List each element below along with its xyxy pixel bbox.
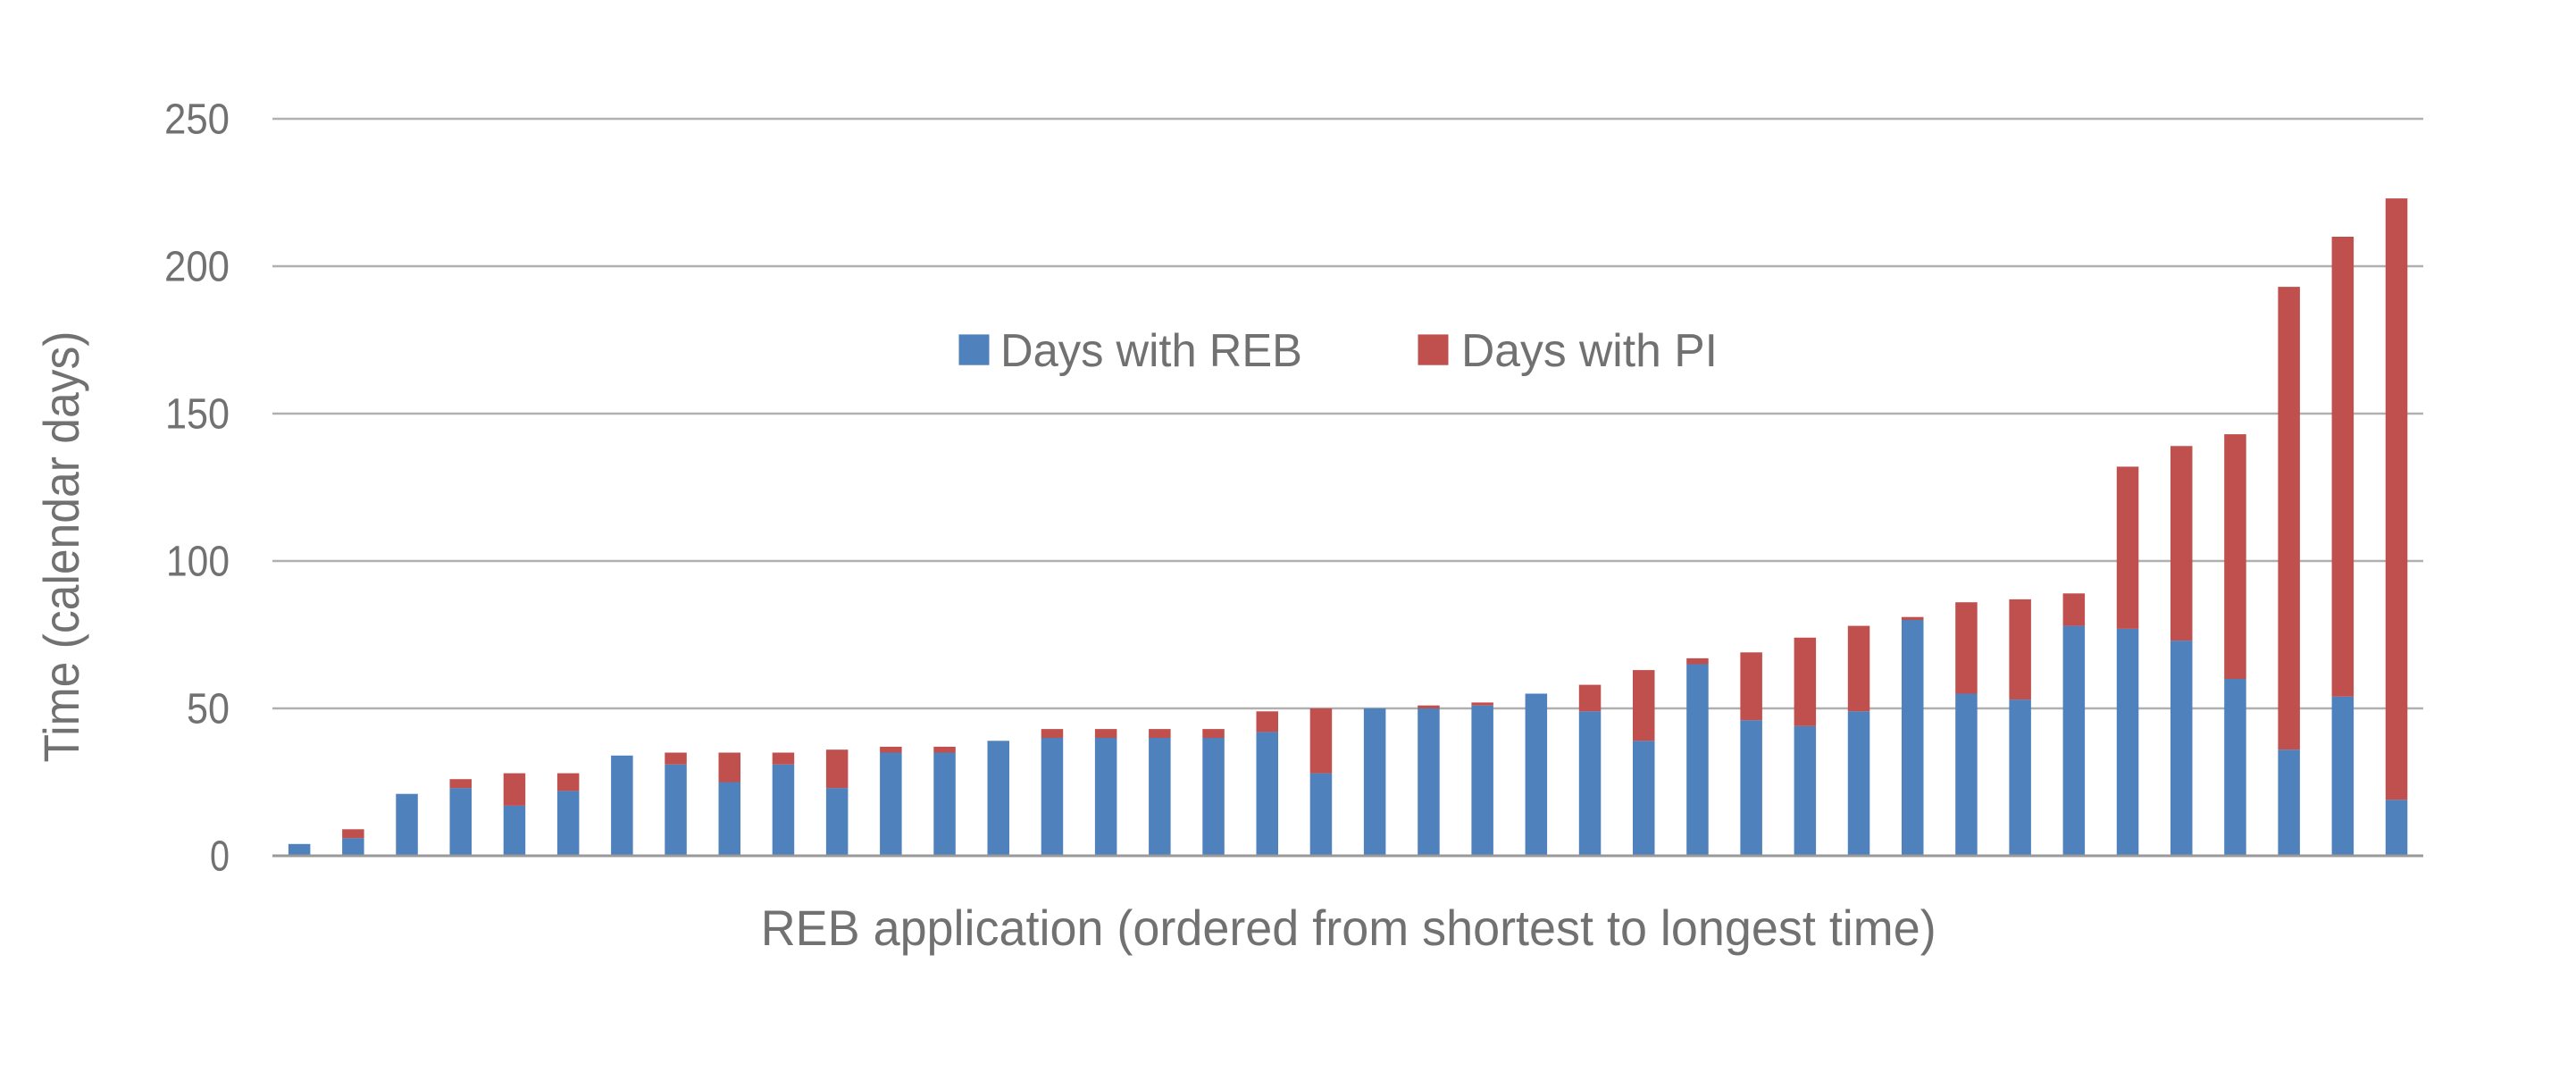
- svg-text:100: 100: [166, 539, 230, 586]
- svg-text:250: 250: [164, 96, 230, 144]
- svg-text:50: 50: [187, 686, 230, 733]
- svg-text:Time (calendar days): Time (calendar days): [33, 331, 89, 763]
- svg-text:Days with PI: Days with PI: [1461, 325, 1718, 377]
- svg-text:150: 150: [165, 391, 230, 439]
- svg-text:Days with REB: Days with REB: [1000, 325, 1302, 377]
- svg-text:200: 200: [164, 244, 230, 291]
- svg-text:REB application (ordered from: REB application (ordered from shortest t…: [761, 900, 1936, 956]
- svg-text:0: 0: [210, 833, 230, 881]
